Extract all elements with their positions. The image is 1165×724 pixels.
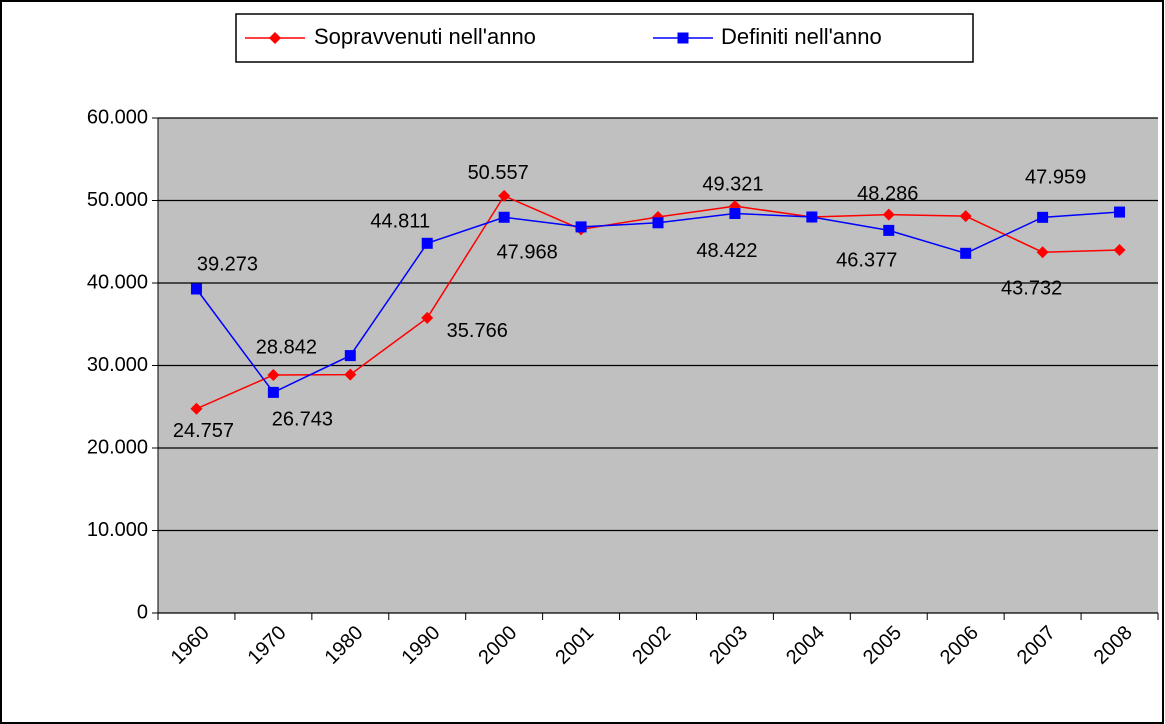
- data-label: 47.968: [497, 242, 558, 264]
- data-label: 24.757: [173, 420, 234, 442]
- y-tick-label: 10.000: [87, 519, 148, 541]
- data-point: [959, 210, 972, 223]
- legend-marker: [269, 32, 281, 44]
- data-label: 39.273: [197, 253, 258, 275]
- data-label: 26.743: [272, 409, 333, 431]
- legend-marker: [677, 32, 689, 44]
- data-point: [1114, 206, 1126, 218]
- data-point: [421, 311, 434, 324]
- y-tick-label: 20.000: [87, 436, 148, 458]
- data-point: [190, 283, 202, 295]
- y-tick-label: 0: [137, 601, 148, 623]
- y-tick-label: 30.000: [87, 354, 148, 376]
- data-point: [1113, 244, 1126, 256]
- data-label: 48.422: [696, 240, 757, 262]
- y-tick-label: 50.000: [87, 189, 148, 211]
- data-label: 46.377: [836, 250, 897, 272]
- data-label: 35.766: [447, 320, 508, 342]
- data-point: [1037, 211, 1049, 223]
- data-point: [729, 208, 741, 220]
- data-point: [1036, 246, 1049, 259]
- data-label: 48.286: [857, 183, 918, 205]
- data-label: 43.732: [1001, 277, 1062, 299]
- legend-box: [235, 13, 974, 63]
- data-point: [960, 247, 972, 259]
- data-point: [267, 369, 280, 382]
- y-tick-label: 60.000: [87, 106, 148, 128]
- data-point: [883, 224, 895, 236]
- data-point: [190, 402, 203, 415]
- data-point: [806, 211, 818, 223]
- data-point: [498, 211, 510, 223]
- data-label: 50.557: [468, 162, 529, 184]
- y-tick-label: 40.000: [87, 271, 148, 293]
- data-point: [344, 350, 356, 362]
- data-point: [882, 208, 895, 221]
- data-label: 28.842: [256, 336, 317, 358]
- data-label: 47.959: [1025, 167, 1086, 189]
- legend-label: Sopravvenuti nell'anno: [314, 24, 536, 49]
- legend-label: Definiti nell'anno: [721, 24, 882, 49]
- data-point: [344, 368, 357, 381]
- data-label: 44.811: [370, 211, 430, 233]
- data-point: [575, 221, 587, 233]
- data-label: 49.321: [702, 173, 763, 195]
- data-point: [498, 189, 511, 202]
- data-point: [421, 237, 433, 249]
- data-point: [652, 217, 664, 229]
- data-point: [267, 386, 279, 398]
